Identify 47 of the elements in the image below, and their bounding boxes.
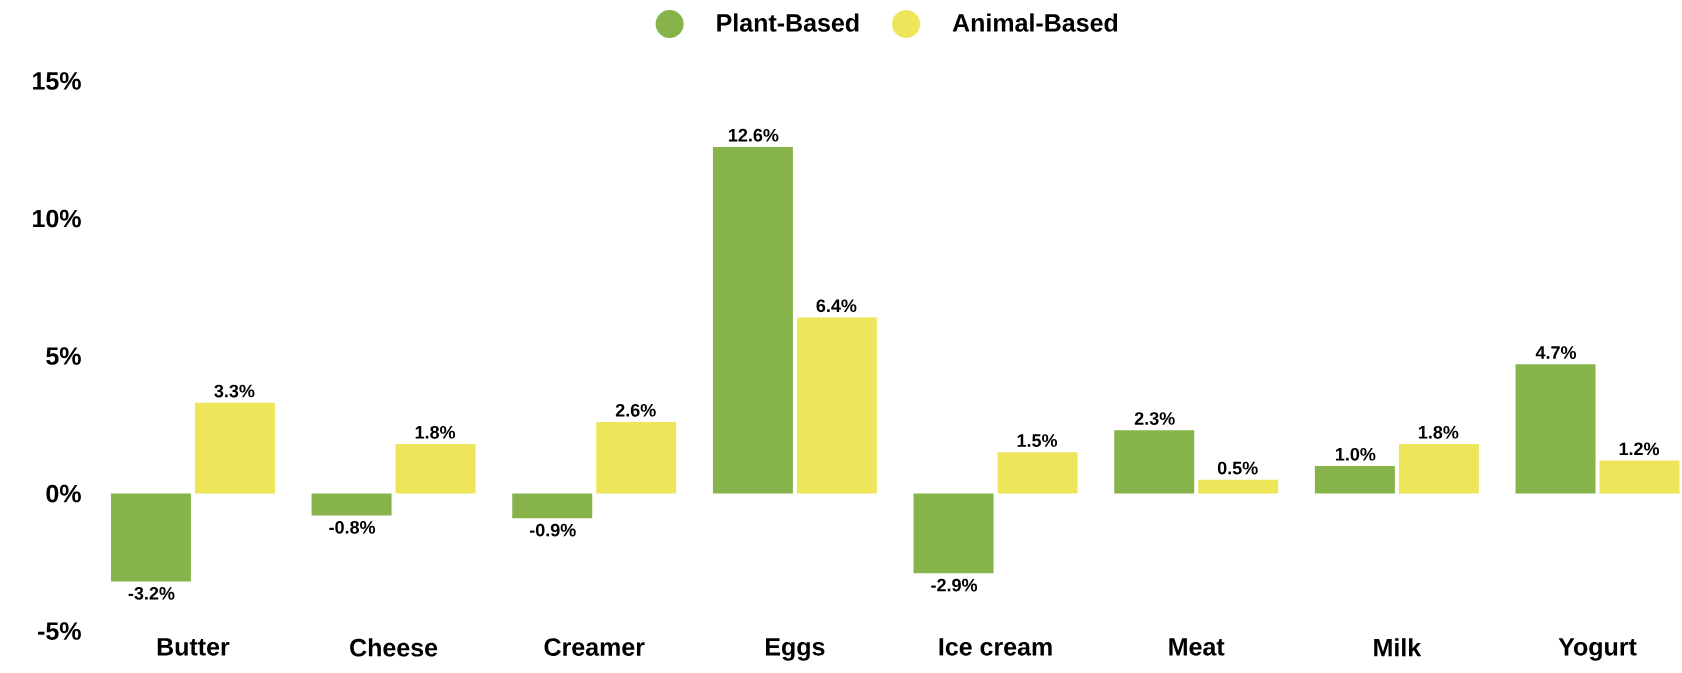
bar xyxy=(796,317,877,494)
x-tick-label: Milk xyxy=(1374,638,1422,657)
bar xyxy=(395,444,476,494)
bar xyxy=(194,402,275,494)
legend-label: Plant-Based xyxy=(717,13,859,32)
bar xyxy=(311,493,392,516)
bar xyxy=(1398,444,1479,494)
data-label: 2.6% xyxy=(615,403,656,417)
x-tick-label: Ice cream xyxy=(939,638,1052,656)
x-tick-label: Butter xyxy=(157,638,230,656)
x-tick-label: Creamer xyxy=(544,638,645,656)
y-tick-label: 0% xyxy=(46,484,81,503)
bar xyxy=(913,493,994,574)
data-label: 12.6% xyxy=(729,128,779,142)
data-label: -2.9% xyxy=(931,578,978,592)
bar xyxy=(1599,460,1680,494)
data-label: -3.2% xyxy=(128,587,175,600)
y-tick-label: -5% xyxy=(38,622,81,640)
bar xyxy=(110,493,191,582)
bar xyxy=(512,493,593,519)
data-label: 0.5% xyxy=(1217,461,1258,475)
data-label: 4.7% xyxy=(1535,346,1577,359)
data-label: 3.3% xyxy=(214,384,255,398)
bar xyxy=(1114,430,1195,494)
x-tick-label: Yogurt xyxy=(1558,638,1637,661)
data-label: 1.2% xyxy=(1619,442,1660,456)
legend-label: Animal-Based xyxy=(952,13,1118,32)
bar xyxy=(1198,479,1279,494)
x-tick-label: Eggs xyxy=(766,638,825,661)
data-label: 1.8% xyxy=(415,425,456,439)
data-label: 6.4% xyxy=(816,299,857,313)
y-tick-label: 15% xyxy=(33,72,81,90)
data-label: -0.9% xyxy=(529,523,576,537)
bar xyxy=(596,422,677,494)
bar xyxy=(1515,364,1596,494)
data-label: 2.3% xyxy=(1134,412,1175,425)
data-label: -0.8% xyxy=(329,521,376,534)
data-label: 1.8% xyxy=(1418,425,1459,439)
data-label: 1.5% xyxy=(1017,434,1058,447)
x-tick-label: Cheese xyxy=(350,638,438,657)
bar xyxy=(997,452,1078,494)
y-tick-label: 10% xyxy=(33,209,81,228)
data-label: 1.0% xyxy=(1335,447,1376,461)
bar xyxy=(712,147,793,494)
y-tick-label: 5% xyxy=(46,347,81,365)
bar xyxy=(1314,466,1395,494)
x-tick-label: Meat xyxy=(1169,638,1225,656)
